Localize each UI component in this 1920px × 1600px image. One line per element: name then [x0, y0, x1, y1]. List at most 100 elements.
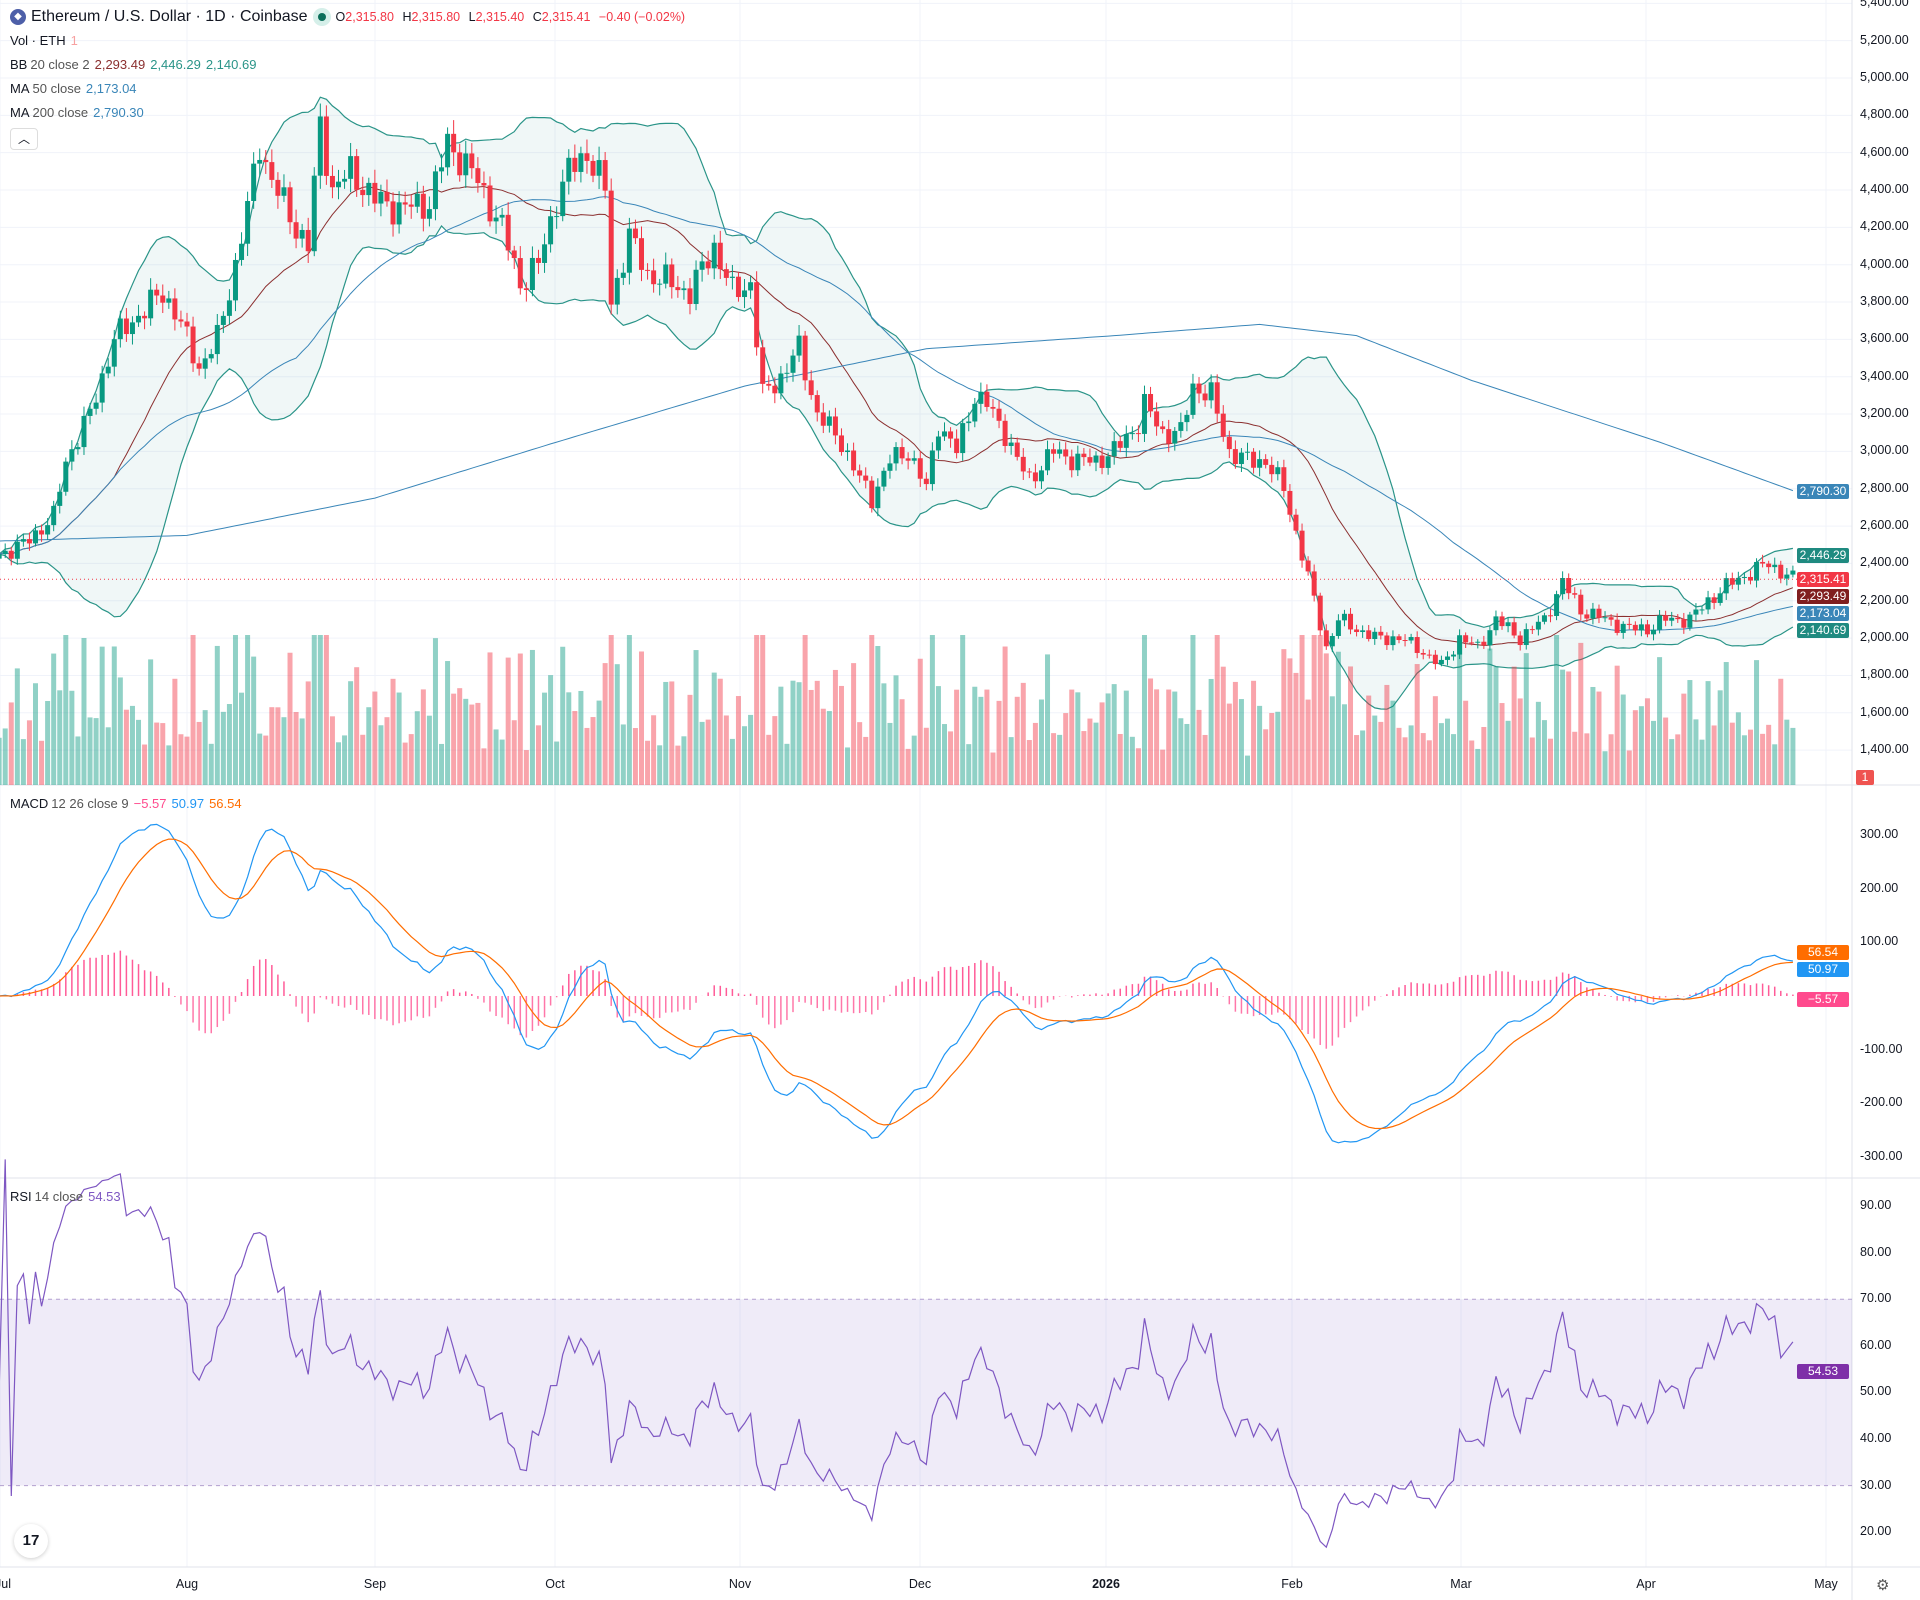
- volume-bar: [560, 646, 566, 785]
- volume-bar: [554, 741, 560, 785]
- volume-bar: [911, 735, 917, 785]
- candle-body: [8, 550, 14, 559]
- volume-bar: [1220, 666, 1226, 785]
- volume-bar: [1784, 719, 1790, 785]
- macd-axis-label: -300.00: [1860, 1149, 1903, 1164]
- candle-body: [142, 315, 148, 319]
- candle-body: [1523, 629, 1529, 646]
- volume-bar: [311, 635, 317, 785]
- volume-bar: [1238, 699, 1244, 785]
- volume-bar: [275, 707, 281, 785]
- volume-bar: [1402, 737, 1408, 785]
- candle-body: [760, 347, 766, 384]
- rsi-line: [0, 1159, 1794, 1549]
- candle-body: [1493, 616, 1499, 631]
- time-axis-label: 2026: [1092, 1577, 1120, 1591]
- candle-body: [123, 318, 129, 335]
- candle-body: [1038, 470, 1044, 482]
- volume-bar: [1523, 653, 1529, 785]
- volume-bar: [1099, 702, 1105, 785]
- volume-bar: [439, 743, 445, 785]
- candle-body: [1208, 382, 1214, 401]
- volume-bar: [1414, 664, 1420, 785]
- candle-body: [1529, 629, 1535, 631]
- candle-body: [1711, 597, 1717, 603]
- volume-bar: [1093, 722, 1099, 785]
- candle-body: [735, 276, 741, 298]
- candle-body: [14, 541, 20, 559]
- volume-bar: [929, 635, 935, 785]
- candle-body: [893, 447, 899, 464]
- open-label: O: [335, 10, 346, 24]
- candle-body: [808, 380, 814, 396]
- candle-body: [1196, 383, 1202, 394]
- ma50-legend[interactable]: MA 50 close 2,173.04: [10, 81, 142, 96]
- candle-body: [1323, 630, 1329, 647]
- volume-bar: [1766, 724, 1772, 785]
- volume-bar: [251, 656, 257, 785]
- bb-lower-badge: 2,140.69: [1797, 623, 1849, 638]
- volume-bar: [263, 735, 269, 785]
- volume-bar: [481, 748, 487, 785]
- volume-bar: [984, 689, 990, 785]
- tradingview-logo-icon[interactable]: 17: [14, 1524, 48, 1558]
- volume-bar: [887, 722, 893, 785]
- candle-body: [1747, 576, 1753, 581]
- volume-bar: [1329, 696, 1335, 785]
- volume-bar: [760, 635, 766, 785]
- volume-bar: [420, 689, 426, 785]
- candle-body: [802, 335, 808, 381]
- candle-body: [1275, 467, 1281, 475]
- volume-bar: [869, 635, 875, 785]
- candle-body: [723, 269, 729, 278]
- candle-body: [875, 486, 881, 509]
- candle-body: [766, 383, 772, 386]
- volume-bar: [572, 710, 578, 785]
- candle-body: [790, 355, 796, 373]
- volume-bar: [1451, 734, 1457, 785]
- volume-bar: [511, 720, 517, 785]
- ma50-line: [0, 196, 1793, 632]
- macd-legend[interactable]: MACD 12 26 close 9 −5.57 50.97 56.54: [10, 796, 247, 811]
- volume-bar: [1717, 690, 1723, 785]
- candle-body: [1784, 574, 1790, 579]
- candle-body: [1548, 615, 1553, 617]
- volume-bar: [893, 675, 899, 785]
- rsi-legend[interactable]: RSI 14 close 54.53: [10, 1189, 126, 1204]
- volume-bar: [1226, 703, 1232, 785]
- ma200-legend[interactable]: MA 200 close 2,790.30: [10, 105, 149, 120]
- macd-badge: 50.97: [1797, 962, 1849, 977]
- symbol-title[interactable]: Ethereum / U.S. Dollar · 1D · Coinbase: [31, 8, 308, 25]
- candle-body: [1245, 451, 1250, 453]
- collapse-legend-button[interactable]: ︿: [10, 128, 38, 150]
- volume-bar: [1372, 715, 1378, 785]
- time-axis-label: Mar: [1450, 1577, 1472, 1591]
- price-axis-label: 2,200.00: [1860, 592, 1909, 607]
- volume-bar: [1541, 720, 1547, 785]
- volume-bar: [596, 700, 602, 785]
- volume-bar: [1644, 698, 1650, 785]
- ma200-line: [0, 323, 1794, 542]
- volume-bar: [1057, 734, 1063, 785]
- volume-bar: [208, 743, 214, 785]
- settings-gear-icon[interactable]: ⚙: [1876, 1577, 1890, 1594]
- volume-bar: [463, 698, 469, 785]
- candle-body: [960, 423, 966, 454]
- candle-body: [457, 152, 463, 176]
- close-value: 2,315.41: [541, 10, 591, 24]
- candle-body: [542, 244, 548, 263]
- bb-legend[interactable]: BB 20 close 2 2,293.49 2,446.29 2,140.69: [10, 57, 261, 72]
- volume-bar: [1160, 749, 1166, 785]
- volume-legend[interactable]: Vol · ETH 1: [10, 33, 83, 48]
- volume-bar: [1202, 734, 1208, 785]
- volume-bar: [1747, 729, 1753, 785]
- rsi-axis-label: 90.00: [1860, 1198, 1892, 1212]
- change-value: −0.40 (−0.02%): [598, 10, 686, 24]
- volume-bar: [1026, 740, 1032, 785]
- candle-body: [1305, 560, 1311, 572]
- price-axis-label: 2,600.00: [1860, 518, 1909, 533]
- candle-body: [1251, 451, 1257, 468]
- candle-body: [1202, 393, 1208, 401]
- volume-bar: [1626, 750, 1632, 785]
